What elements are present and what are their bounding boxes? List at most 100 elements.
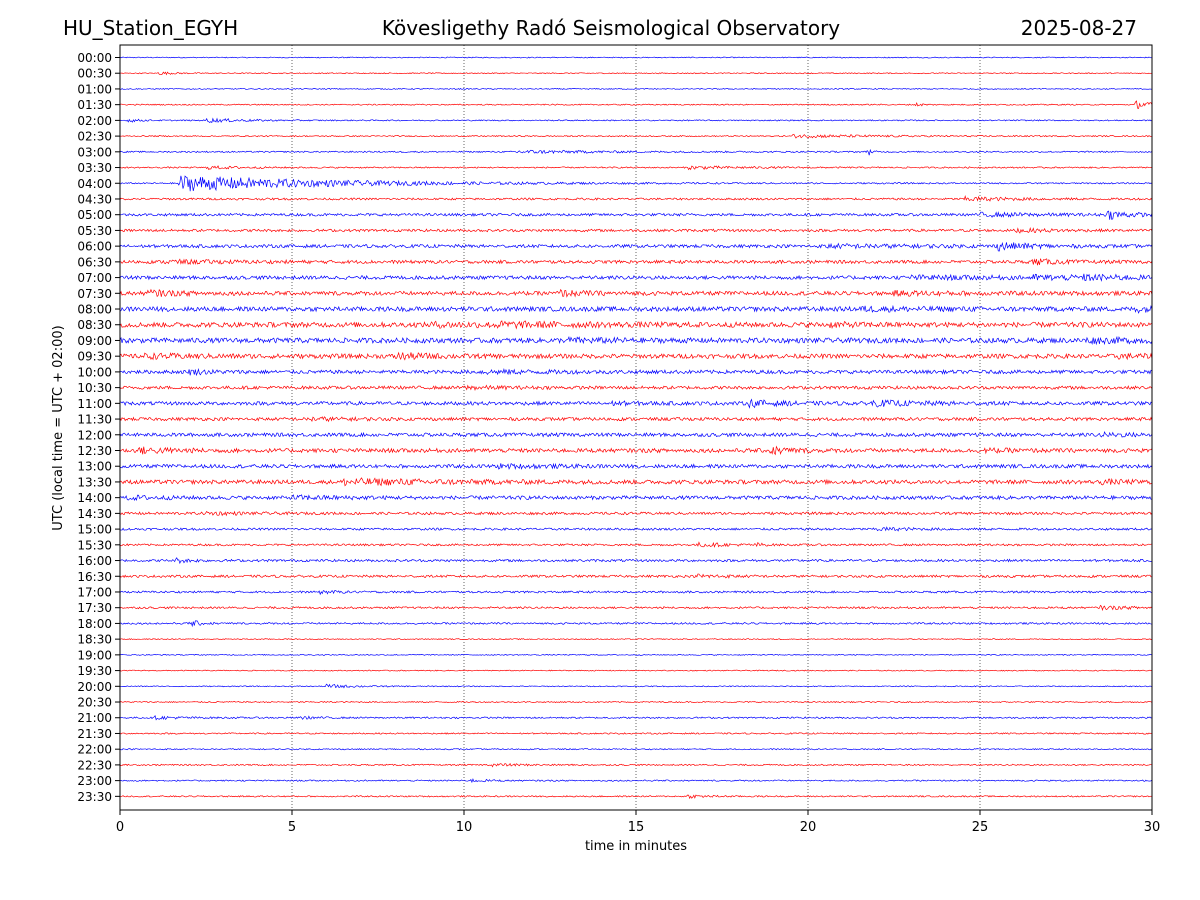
trace-0430: [119, 195, 1153, 202]
trace-0100: [119, 87, 1153, 90]
y-tick-label: 08:00: [77, 303, 112, 317]
trace-group: [119, 56, 1153, 800]
trace-0330: [119, 165, 1153, 171]
x-tick-label: 5: [288, 820, 296, 835]
y-tick-label: 17:30: [77, 601, 112, 615]
y-tick-label: 22:30: [77, 758, 112, 772]
chart-date: 2025-08-27: [1021, 16, 1137, 40]
vertical-grid: [291, 45, 981, 810]
trace-0830: [119, 320, 1153, 330]
x-tick-label: 0: [116, 820, 124, 835]
y-tick-label: 02:30: [77, 130, 112, 144]
y-tick-label: 03:30: [77, 161, 112, 175]
trace-0400: [119, 175, 1153, 192]
y-tick-label: 12:30: [77, 444, 112, 458]
x-axis-ticks: 0 5 10 15 20 25 30: [116, 810, 1160, 835]
y-tick-label: 17:00: [77, 585, 112, 599]
y-tick-label: 02:00: [77, 114, 112, 128]
y-tick-label: 09:00: [77, 334, 112, 348]
trace-1900: [119, 653, 1153, 656]
y-tick-label: 05:00: [77, 208, 112, 222]
trace-2330: [119, 794, 1153, 800]
x-tick-label: 30: [1144, 820, 1161, 835]
y-tick-label: 11:30: [77, 413, 112, 427]
y-tick-label: 23:00: [77, 774, 112, 788]
y-tick-label: 08:30: [77, 318, 112, 332]
trace-2100: [119, 715, 1153, 721]
trace-0030: [119, 71, 1153, 76]
y-tick-label: 00:30: [77, 67, 112, 81]
trace-1000: [119, 367, 1153, 377]
y-tick-label: 09:30: [77, 350, 112, 364]
y-tick-label: 07:30: [77, 287, 112, 301]
y-tick-label: 06:30: [77, 255, 112, 269]
trace-2000: [119, 683, 1153, 689]
y-tick-label: 21:30: [77, 727, 112, 741]
trace-2200: [119, 748, 1153, 751]
trace-1430: [119, 510, 1153, 517]
y-tick-label: 00:00: [77, 51, 112, 65]
y-tick-label: 18:00: [77, 617, 112, 631]
trace-1300: [119, 462, 1153, 471]
trace-1600: [119, 557, 1153, 565]
y-tick-label: 20:00: [77, 680, 112, 694]
trace-0900: [119, 335, 1153, 346]
plot-frame: [119, 44, 1153, 811]
trace-0930: [119, 351, 1153, 361]
trace-0800: [119, 304, 1153, 314]
trace-1200: [119, 430, 1153, 438]
y-tick-label: 22:00: [77, 743, 112, 757]
trace-1500: [119, 526, 1153, 532]
trace-1800: [119, 620, 1153, 628]
trace-0000: [119, 56, 1153, 59]
y-tick-label: 16:00: [77, 554, 112, 568]
trace-1700: [119, 590, 1153, 596]
trace-2300: [120, 778, 1153, 784]
trace-1100: [119, 398, 1153, 409]
y-tick-label: 07:00: [77, 271, 112, 285]
x-axis-label: time in minutes: [585, 839, 687, 854]
trace-1230: [119, 445, 1153, 456]
trace-0530: [119, 226, 1153, 234]
y-tick-label: 11:00: [77, 397, 112, 411]
trace-0230: [119, 133, 1153, 139]
x-tick-label: 25: [972, 820, 989, 835]
trace-0730: [119, 288, 1153, 298]
trace-1130: [119, 416, 1153, 423]
trace-1530: [119, 541, 1153, 548]
trace-1930: [119, 669, 1153, 672]
y-tick-label: 10:00: [77, 365, 112, 379]
chart-title: Kövesligethy Radó Seismological Observat…: [382, 16, 840, 40]
y-axis-label: UTC (local time = UTC + 02:00): [51, 325, 66, 530]
y-tick-label: 06:00: [77, 240, 112, 254]
trace-1830: [119, 638, 1153, 641]
trace-1630: [119, 573, 1153, 579]
y-tick-label: 01:30: [77, 98, 112, 112]
trace-1030: [119, 384, 1153, 392]
y-tick-label: 03:00: [77, 145, 112, 159]
y-tick-label: 15:00: [77, 523, 112, 537]
y-tick-label: 18:30: [77, 633, 112, 647]
y-tick-label: 10:30: [77, 381, 112, 395]
trace-1730: [119, 604, 1153, 612]
trace-2130: [119, 732, 1153, 735]
trace-1400: [119, 494, 1153, 501]
station-name: HU_Station_EGYH: [63, 16, 238, 40]
y-tick-label: 12:00: [77, 428, 112, 442]
y-tick-label: 16:30: [77, 570, 112, 584]
trace-0200: [119, 117, 1153, 124]
y-tick-label: 23:30: [77, 790, 112, 804]
x-tick-label: 15: [628, 820, 645, 835]
trace-0630: [119, 258, 1153, 266]
y-tick-label: 13:00: [77, 460, 112, 474]
trace-0130: [119, 100, 1153, 109]
y-tick-label: 19:00: [77, 648, 112, 662]
trace-0300: [119, 148, 1153, 156]
y-tick-label: 15:30: [77, 538, 112, 552]
y-tick-label: 20:30: [77, 696, 112, 710]
x-tick-label: 10: [456, 820, 473, 835]
y-tick-label: 05:30: [77, 224, 112, 238]
y-tick-label: 19:30: [77, 664, 112, 678]
